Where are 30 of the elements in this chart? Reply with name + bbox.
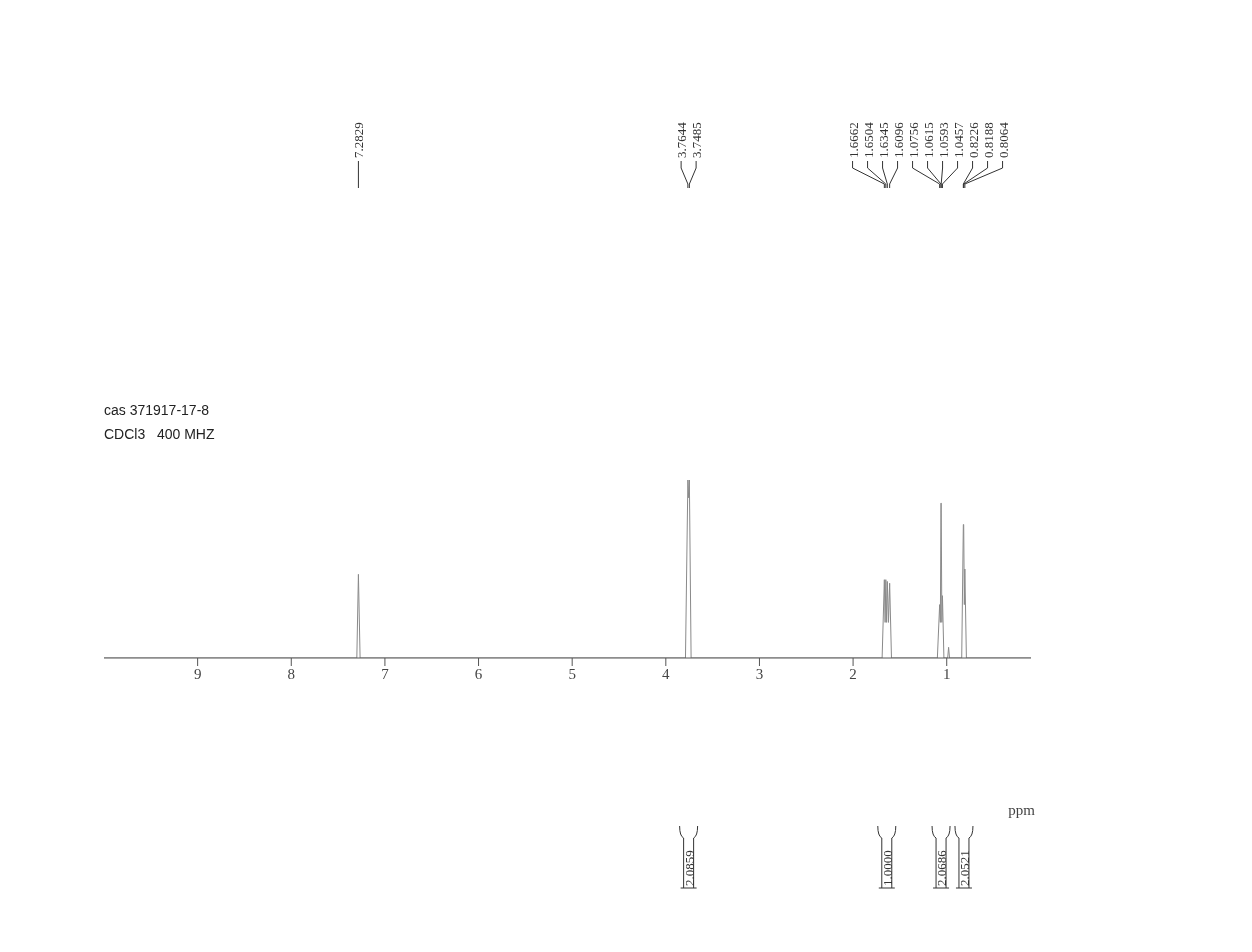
annotation: 1.0756	[905, 121, 921, 158]
text: 2.0686	[934, 849, 950, 886]
chart-subtitle: CDCl3 400 MHZ	[104, 425, 215, 444]
annotation: 1.0457	[950, 121, 966, 158]
annotation: 1.6096	[890, 121, 906, 158]
annotation: 1.6662	[845, 122, 861, 158]
annotation: 7.2829	[351, 122, 367, 158]
annotation: 3.7644	[674, 121, 690, 158]
annotation: 1.6504	[860, 121, 876, 158]
annotation: 0.8226	[965, 121, 981, 158]
text: 1.0000	[879, 850, 895, 886]
annotation: 0.8188	[980, 122, 996, 158]
x-tick-label: 9	[193, 665, 202, 682]
annotation: 0.8064	[995, 121, 1011, 158]
x-tick-label: 7	[381, 665, 390, 682]
text: 2.0521	[956, 850, 972, 886]
x-tick-label: 1	[942, 665, 951, 682]
text: ppm	[1008, 802, 1036, 818]
x-tick-label: 5	[568, 665, 576, 682]
annotation: 1.0593	[935, 122, 951, 158]
x-tick-label: 4	[662, 665, 671, 682]
annotation: 1.6345	[875, 122, 891, 158]
x-tick-label: 8	[287, 665, 296, 682]
text: 2.0859	[681, 850, 697, 886]
x-tick-label: 2	[849, 665, 857, 682]
x-tick-label: 6	[474, 665, 483, 682]
x-tick-label: 3	[755, 665, 764, 682]
annotation: 3.7485	[689, 122, 705, 158]
chart-title: cas 371917-17-8	[104, 401, 211, 420]
annotation: 1.0615	[920, 122, 936, 158]
